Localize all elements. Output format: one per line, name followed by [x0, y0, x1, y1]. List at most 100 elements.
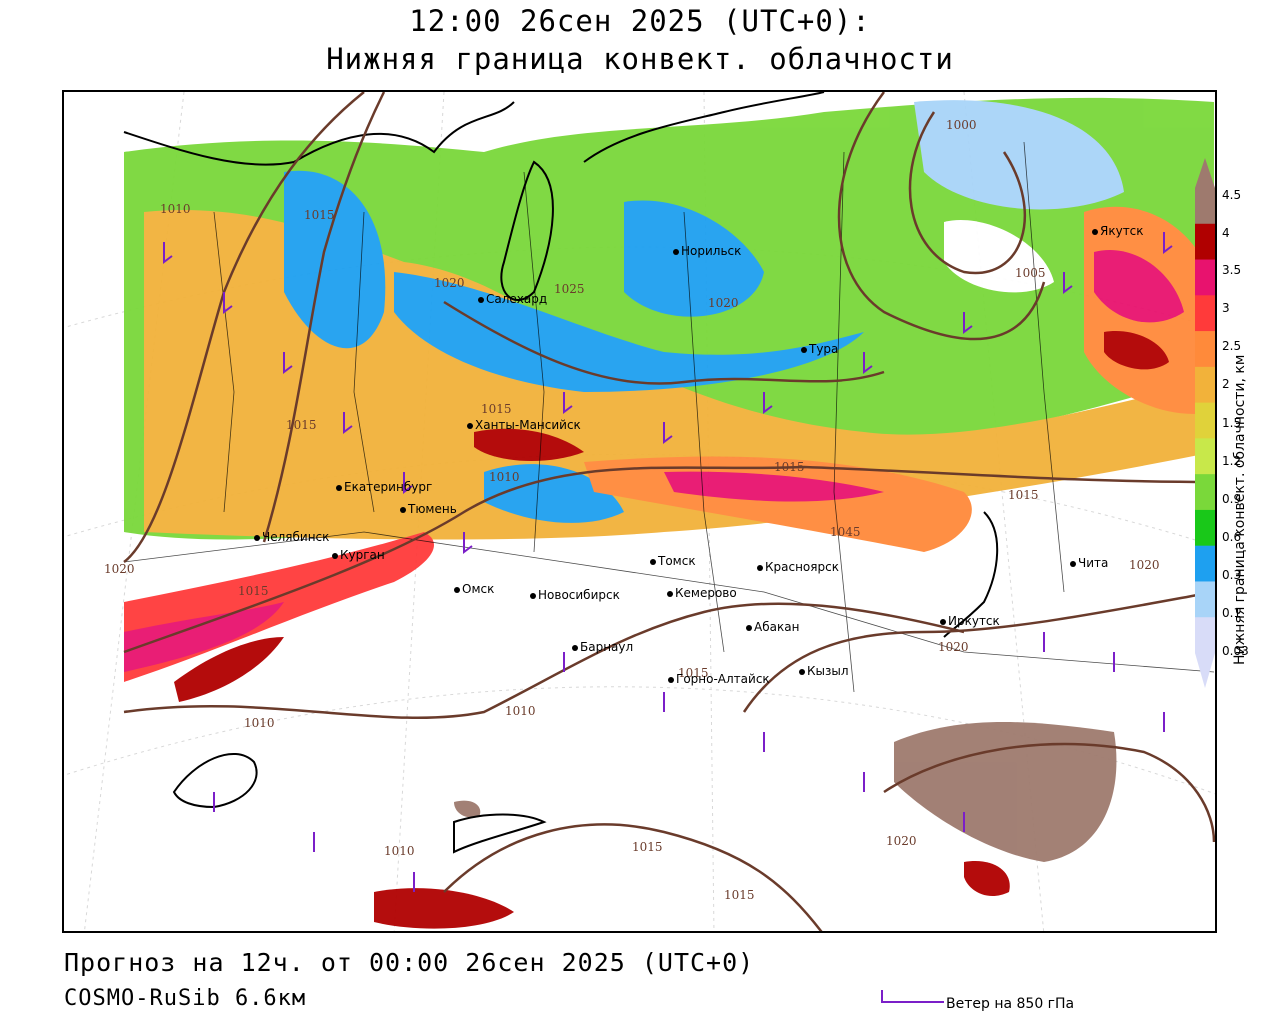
city-dot-icon	[668, 676, 674, 683]
legend-band	[1195, 402, 1215, 439]
isobar-label: 1000	[946, 118, 977, 132]
city-marker[interactable]: Красноярск	[757, 560, 839, 574]
city-marker[interactable]: Норильск	[673, 244, 741, 258]
city-marker[interactable]: Челябинск	[254, 530, 329, 544]
city-marker[interactable]: Якутск	[1092, 224, 1144, 238]
legend-tick: 1.2	[1222, 454, 1242, 468]
city-dot-icon	[530, 592, 536, 599]
isobar-label: 1015	[304, 208, 335, 222]
legend-bands	[1195, 188, 1215, 654]
forecast-info: Прогноз на 12ч. от 00:00 26сен 2025 (UTC…	[64, 948, 755, 977]
city-dot-icon	[940, 618, 946, 625]
cloud-base-field	[124, 97, 1214, 929]
legend-tick: 0.6	[1222, 530, 1242, 544]
isobar-label: 1020	[434, 276, 465, 290]
isobar-label: 1025	[554, 282, 585, 296]
city-marker[interactable]: Екатеринбург	[336, 480, 432, 494]
wind-legend-label: Ветер на 850 гПа	[946, 996, 1075, 1012]
isobar-label: 1020	[104, 562, 135, 576]
legend-band	[1195, 438, 1215, 475]
isobar-label: 1010	[505, 704, 536, 718]
city-dot-icon	[1070, 560, 1076, 567]
city-dot-icon	[746, 624, 752, 631]
city-marker[interactable]: Иркутск	[940, 614, 1000, 628]
isobar-label: 1015	[678, 666, 709, 680]
city-dot-icon	[400, 506, 406, 513]
legend-band	[1195, 581, 1215, 618]
isobar-label: 1045	[830, 525, 861, 539]
city-marker[interactable]: Барнаул	[572, 640, 633, 654]
legend-tick: 4	[1222, 226, 1230, 240]
isobar-label: 1010	[244, 716, 275, 730]
city-marker[interactable]: Кызыл	[799, 664, 849, 678]
legend-band	[1195, 259, 1215, 296]
legend-band	[1195, 617, 1215, 654]
legend-band	[1195, 295, 1215, 332]
legend-tick: 3	[1222, 301, 1230, 315]
city-marker[interactable]: Абакан	[746, 620, 799, 634]
city-dot-icon	[799, 668, 805, 675]
city-marker[interactable]: Омск	[454, 582, 494, 596]
city-marker[interactable]: Чита	[1070, 556, 1108, 570]
legend-tick: 0.03	[1222, 644, 1249, 658]
legend-unit-label: Нижняя граница конвект. облачности, км	[1232, 354, 1248, 665]
wind-barb-icon	[881, 990, 944, 1003]
isobar-label: 1010	[384, 844, 415, 858]
isobar-label: 1015	[286, 418, 317, 432]
city-marker[interactable]: Курган	[332, 548, 385, 562]
city-marker[interactable]: Томск	[650, 554, 696, 568]
map-title: 12:00 26сен 2025 (UTC+0):	[409, 4, 871, 38]
city-dot-icon	[757, 564, 763, 571]
admin-borders	[123, 141, 1215, 693]
legend-tick: 0.3	[1222, 568, 1242, 582]
city-marker[interactable]: Тюмень	[400, 502, 457, 516]
city-dot-icon	[336, 484, 342, 491]
city-dot-icon	[332, 552, 338, 559]
wind-barbs	[163, 232, 1173, 892]
legend-band	[1195, 509, 1215, 547]
legend-tick: 3.5	[1222, 263, 1242, 277]
model-name: COSMO-RuSib 6.6км	[64, 986, 307, 1011]
city-dot-icon	[650, 558, 656, 565]
isobar-label: 1020	[886, 834, 917, 848]
legend-tick: 0.9	[1222, 492, 1242, 506]
isobar-label: 1020	[1129, 558, 1160, 572]
legend-tick: 4.5	[1222, 188, 1242, 202]
city-marker[interactable]: Новосибирск	[530, 588, 620, 602]
city-marker[interactable]: Ханты-Мансийск	[467, 418, 581, 432]
city-marker[interactable]: Салехард	[478, 292, 547, 306]
city-marker[interactable]: Кемерово	[667, 586, 737, 600]
isobar-label: 1015	[724, 888, 755, 902]
isobar-label: 1010	[160, 202, 191, 216]
isobar-label: 1020	[938, 640, 969, 654]
forecast-map[interactable]: 1000 1005 1015 1020 1025 1020 1015 1015 …	[62, 90, 1217, 933]
legend-tick: 0.1	[1222, 606, 1242, 620]
legend-tick: 1.5	[1222, 416, 1242, 430]
legend-tick: 2.5	[1222, 339, 1242, 353]
city-dot-icon	[454, 586, 460, 593]
color-scale-legend	[1195, 158, 1215, 688]
legend-band	[1195, 223, 1215, 261]
legend-arrow-bottom-icon	[1195, 653, 1215, 688]
isobar-label: 1015	[481, 402, 512, 416]
isobar-label: 1010	[489, 470, 520, 484]
isobar-label: 1020	[708, 296, 739, 310]
city-dot-icon	[478, 296, 484, 303]
isobar-label: 1015	[632, 840, 663, 854]
isobar-label: 1015	[774, 460, 805, 474]
city-marker[interactable]: Горно-Алтайск	[668, 672, 770, 686]
legend-tick: 2	[1222, 377, 1230, 391]
coastlines	[123, 92, 999, 854]
city-dot-icon	[254, 534, 260, 541]
city-dot-icon	[467, 422, 473, 429]
city-dot-icon	[673, 248, 679, 255]
legend-band	[1195, 188, 1215, 225]
city-dot-icon	[572, 644, 578, 651]
legend-band	[1195, 331, 1215, 368]
isobar-label: 1005	[1015, 266, 1046, 280]
map-canvas	[64, 92, 1215, 931]
city-marker[interactable]: Тура	[801, 342, 838, 356]
legend-band	[1195, 545, 1215, 582]
isobar-label: 1015	[238, 584, 269, 598]
map-subtitle: Нижняя граница конвект. облачности	[326, 42, 954, 76]
